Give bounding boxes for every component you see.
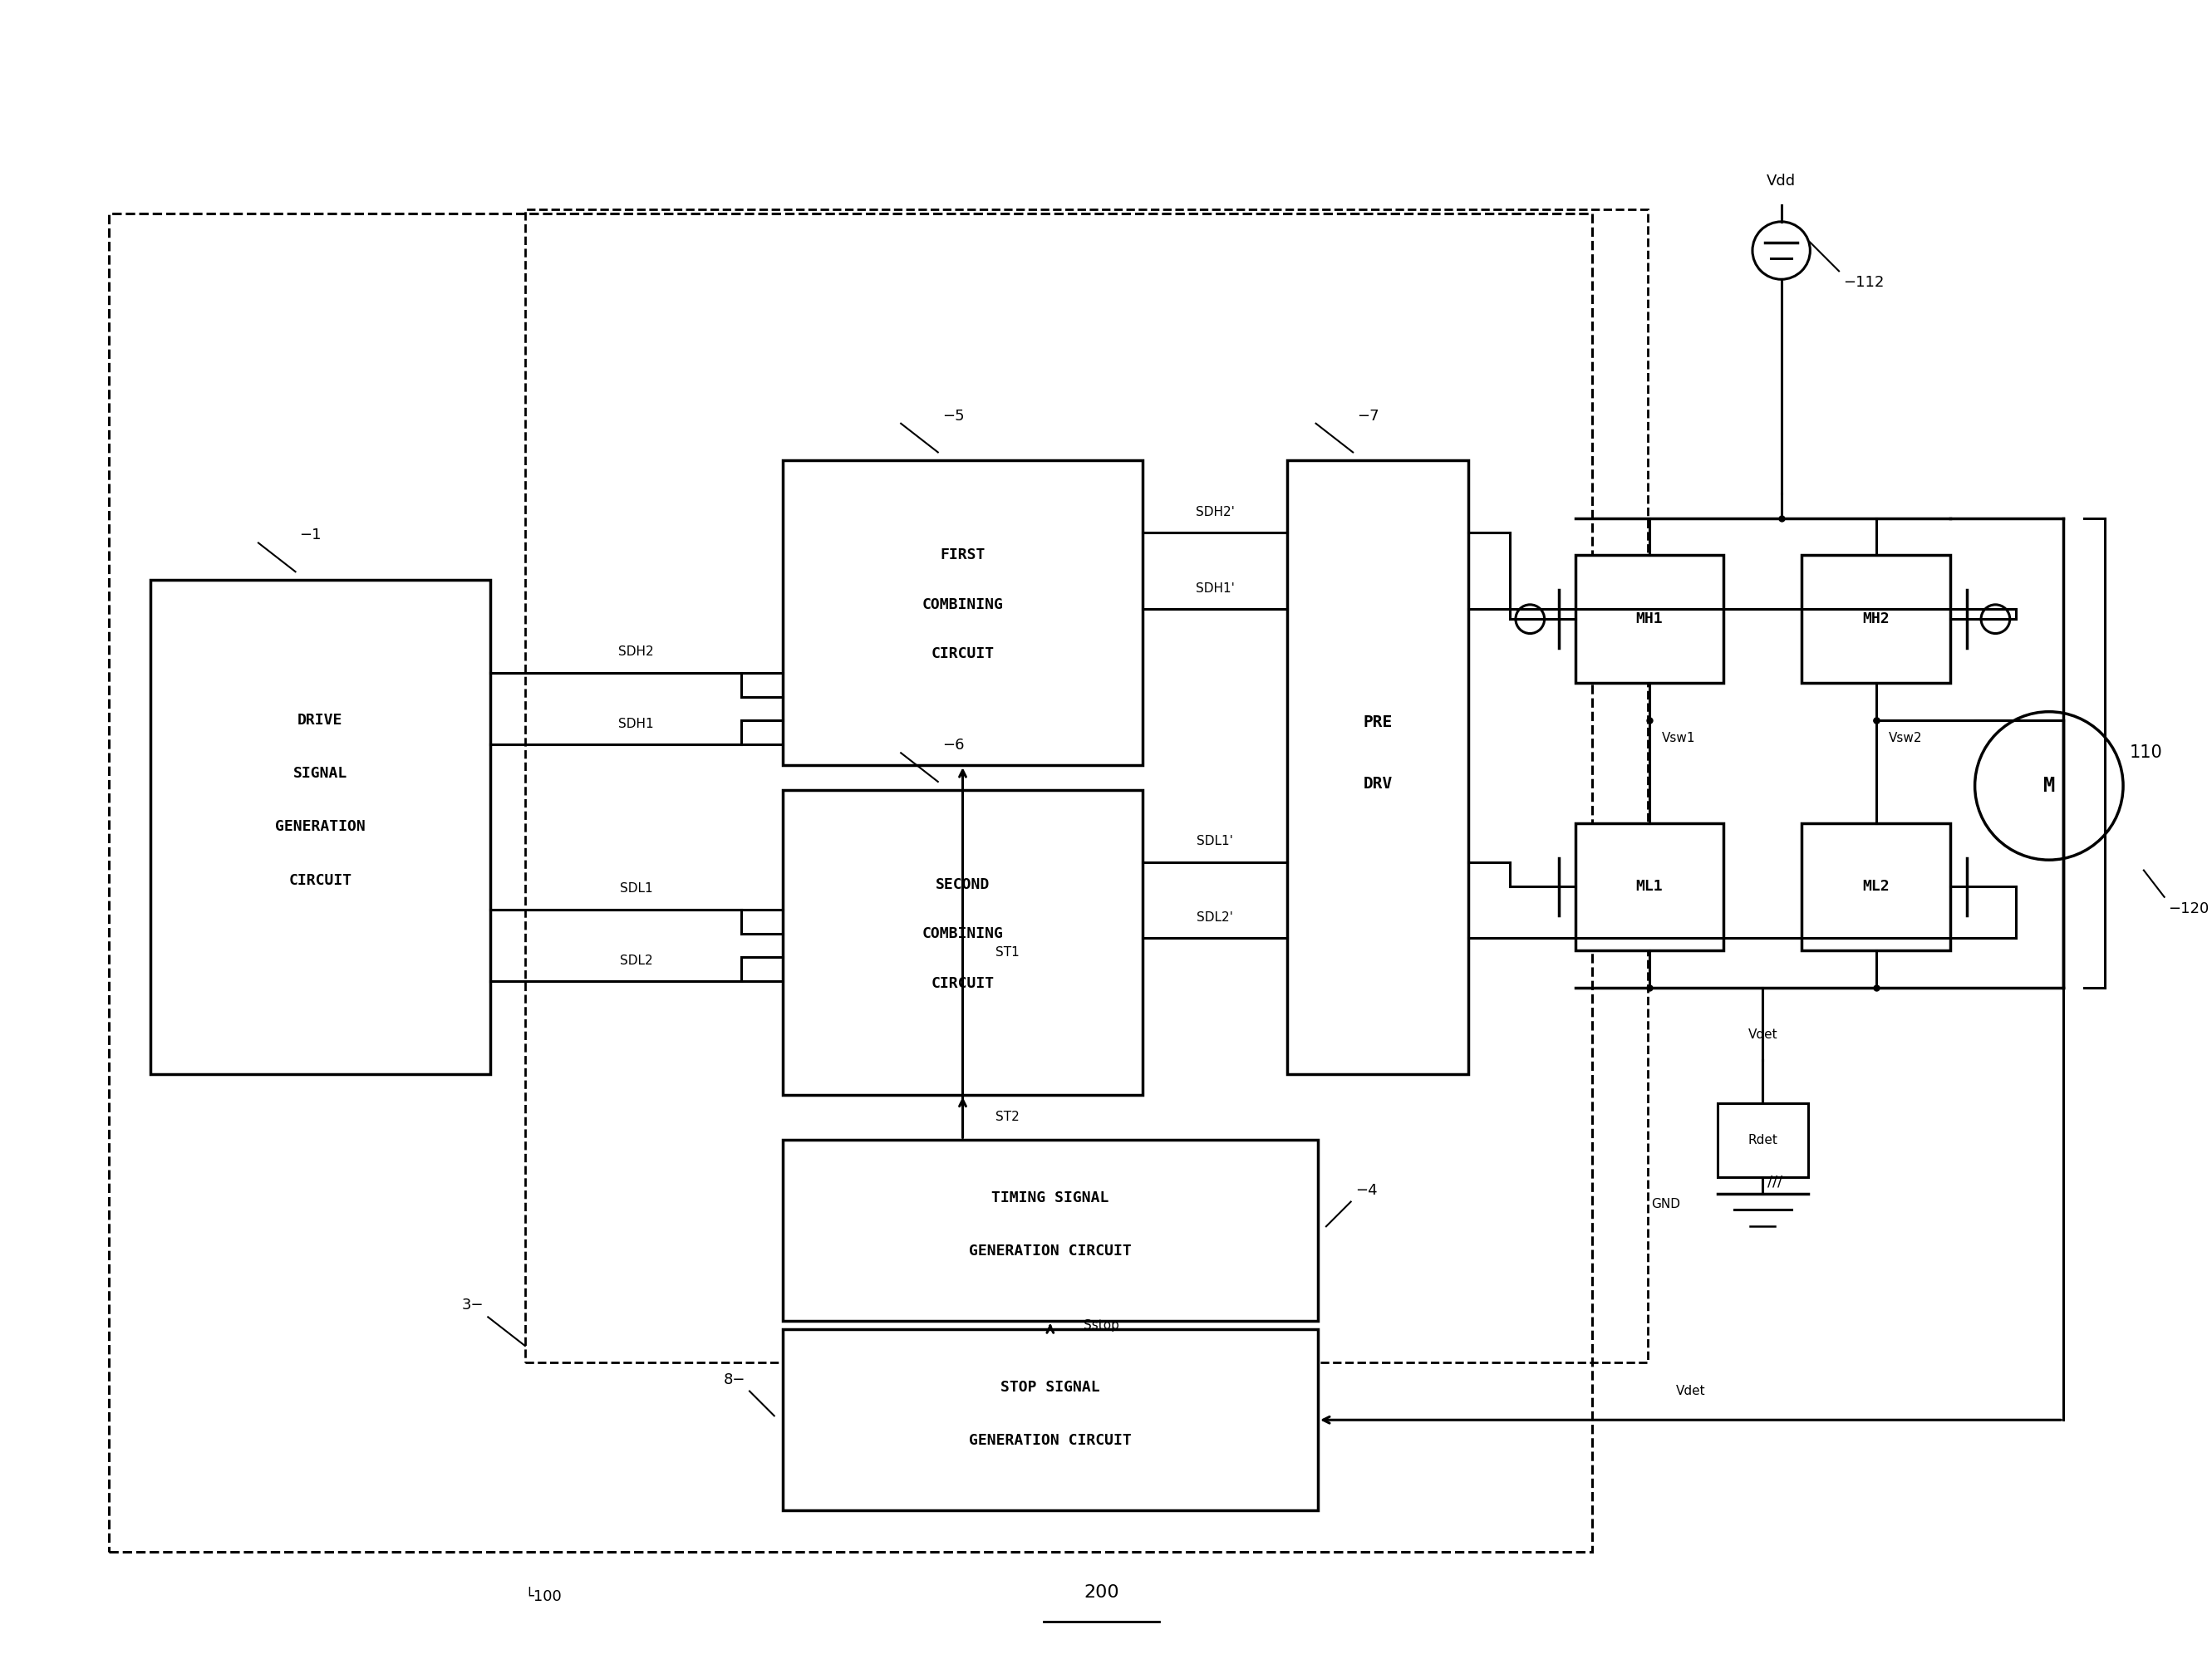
- Text: SDH1': SDH1': [1194, 582, 1234, 594]
- Bar: [1575, 824, 1723, 951]
- Text: $\mathit{///}$: $\mathit{///}$: [1767, 1174, 1783, 1189]
- Text: STOP SIGNAL: STOP SIGNAL: [1000, 1379, 1099, 1394]
- Text: Rdet: Rdet: [1747, 1133, 1778, 1146]
- Text: GENERATION CIRCUIT: GENERATION CIRCUIT: [969, 1244, 1133, 1259]
- Text: SECOND: SECOND: [936, 877, 989, 892]
- Text: MH2: MH2: [1863, 612, 1889, 627]
- Text: CIRCUIT: CIRCUIT: [931, 647, 995, 662]
- Text: GENERATION: GENERATION: [274, 819, 365, 835]
- Text: GND: GND: [1652, 1197, 1681, 1211]
- Bar: [108, 213, 1593, 1551]
- Text: Vsw1: Vsw1: [1661, 733, 1694, 744]
- Text: −112: −112: [1843, 275, 1885, 289]
- Bar: [1575, 556, 1723, 683]
- Text: DRIVE: DRIVE: [299, 713, 343, 728]
- Text: CIRCUIT: CIRCUIT: [288, 873, 352, 888]
- Text: SDH1: SDH1: [619, 718, 655, 731]
- Text: 200: 200: [1084, 1585, 1119, 1601]
- Text: ST1: ST1: [995, 946, 1020, 959]
- Text: FIRST: FIRST: [940, 547, 984, 562]
- Bar: [1803, 824, 1951, 951]
- Text: SIGNAL: SIGNAL: [292, 766, 347, 781]
- Text: DRV: DRV: [1363, 776, 1391, 792]
- Text: SDL1: SDL1: [619, 883, 653, 895]
- Text: SDL2: SDL2: [619, 954, 653, 968]
- Bar: [783, 1140, 1318, 1322]
- Text: Vsw2: Vsw2: [1889, 733, 1922, 744]
- Text: M: M: [2044, 776, 2055, 796]
- Bar: [783, 460, 1144, 766]
- Text: Sstop: Sstop: [1084, 1318, 1119, 1331]
- Bar: [1287, 460, 1469, 1073]
- Text: ML2: ML2: [1863, 880, 1889, 895]
- Text: −5: −5: [942, 409, 964, 423]
- Text: TIMING SIGNAL: TIMING SIGNAL: [991, 1191, 1108, 1206]
- Text: Vdet: Vdet: [1677, 1384, 1705, 1398]
- Text: └100: └100: [524, 1589, 562, 1604]
- Bar: [783, 1330, 1318, 1510]
- Text: CIRCUIT: CIRCUIT: [931, 976, 995, 991]
- Bar: [524, 210, 1648, 1363]
- Text: 8−: 8−: [723, 1373, 745, 1388]
- Text: SDH2: SDH2: [619, 645, 655, 658]
- Bar: [150, 581, 491, 1073]
- Bar: [783, 791, 1144, 1095]
- Text: Vdd: Vdd: [1767, 174, 1796, 189]
- Text: COMBINING: COMBINING: [922, 597, 1004, 612]
- Bar: [1717, 1103, 1807, 1178]
- Text: −7: −7: [1356, 409, 1378, 423]
- Text: Vdet: Vdet: [1747, 1029, 1778, 1042]
- Text: −6: −6: [942, 738, 964, 753]
- Bar: [1803, 556, 1951, 683]
- Text: −4: −4: [1356, 1183, 1378, 1197]
- Text: ST2: ST2: [995, 1111, 1020, 1123]
- Text: −1: −1: [299, 528, 321, 543]
- Text: SDL2': SDL2': [1197, 911, 1232, 925]
- Text: SDL1': SDL1': [1197, 835, 1232, 847]
- Text: PRE: PRE: [1363, 715, 1391, 729]
- Text: GENERATION CIRCUIT: GENERATION CIRCUIT: [969, 1432, 1133, 1447]
- Text: MH1: MH1: [1637, 612, 1663, 627]
- Text: COMBINING: COMBINING: [922, 926, 1004, 941]
- Text: ML1: ML1: [1637, 880, 1663, 895]
- Text: −120: −120: [2168, 901, 2210, 916]
- Text: SDH2': SDH2': [1194, 506, 1234, 518]
- Text: 110: 110: [2130, 744, 2163, 761]
- Text: 3−: 3−: [462, 1298, 484, 1313]
